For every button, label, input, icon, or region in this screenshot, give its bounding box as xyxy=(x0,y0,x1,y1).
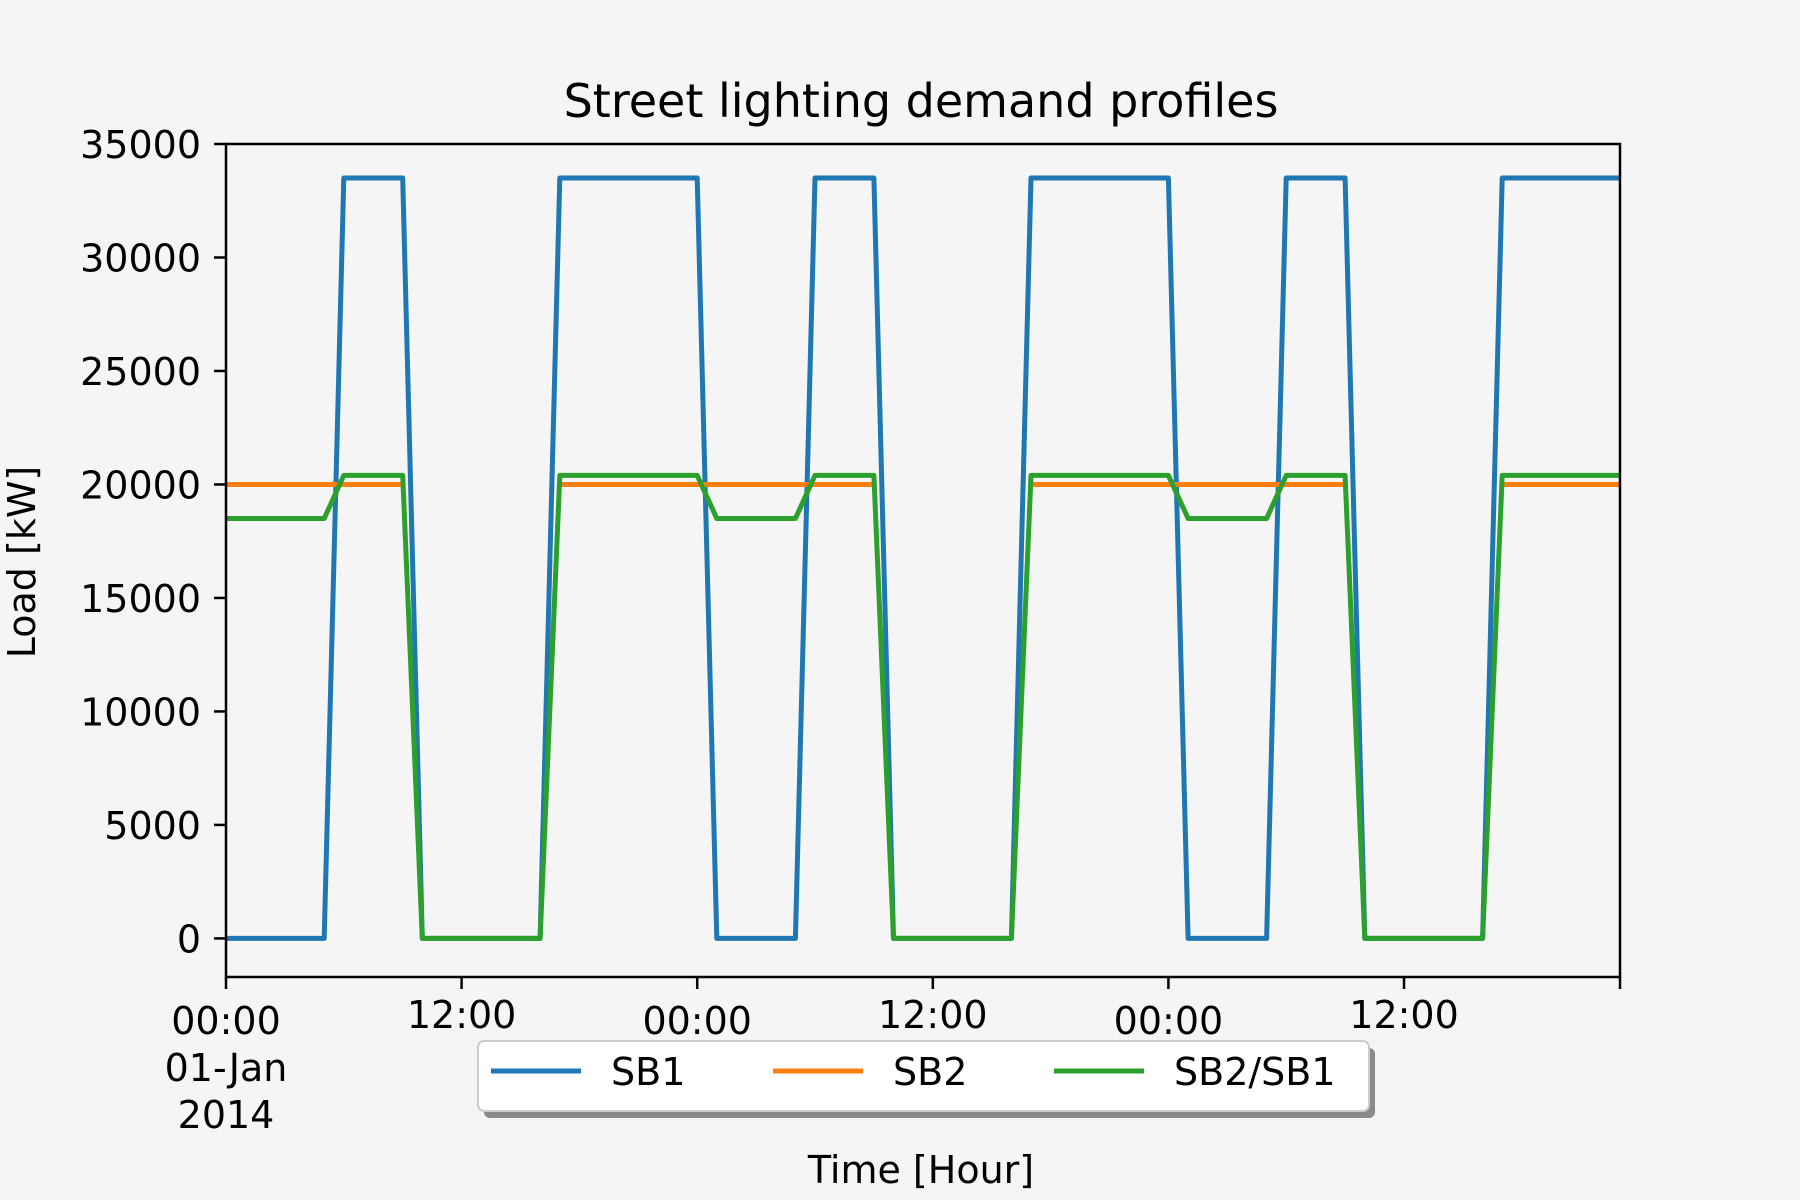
legend: SB1 SB2 SB2/SB1 xyxy=(477,1040,1375,1118)
y-tick-label: 5000 xyxy=(104,804,201,848)
x-tick-label: 00:00 xyxy=(642,999,752,1043)
plot-frame xyxy=(224,142,1622,979)
x-axis-label: Time [Hour] xyxy=(807,1148,1034,1192)
x-tick-label: 12:00 xyxy=(1349,993,1459,1037)
x-tick-label: 12:00 xyxy=(407,993,517,1037)
legend-label-sb1: SB1 xyxy=(611,1050,685,1094)
y-axis-label: Load [kW] xyxy=(0,466,44,658)
y-tick-label: 30000 xyxy=(80,236,201,280)
x-tick-label: 00:00 xyxy=(171,999,281,1043)
x-tick-label: 12:00 xyxy=(878,993,988,1037)
axes-layer: 0 5000 10000 15000 20000 25000 30000 35000 00:00… xyxy=(80,123,1622,1137)
series-line-sb2-sb1 xyxy=(226,472,1620,941)
x-tick-label: 00:00 xyxy=(1114,999,1224,1043)
y-tick-label: 10000 xyxy=(80,690,201,734)
legend-box xyxy=(477,1040,1370,1112)
y-tick-label: 0 xyxy=(177,917,201,961)
y-tick-label: 15000 xyxy=(80,577,201,621)
x-tick-label: 2014 xyxy=(178,1093,275,1137)
legend-label-sb2: SB2 xyxy=(893,1050,967,1094)
x-tick-label: 01-Jan xyxy=(165,1046,288,1090)
legend-label-sb2-sb1: SB2/SB1 xyxy=(1174,1050,1336,1094)
y-tick-label: 35000 xyxy=(80,123,201,167)
y-tick-label: 20000 xyxy=(80,463,201,507)
chart-title: Street lighting demand profiles xyxy=(564,74,1279,128)
y-tick-label: 25000 xyxy=(80,350,201,394)
series-layer xyxy=(226,175,1620,941)
